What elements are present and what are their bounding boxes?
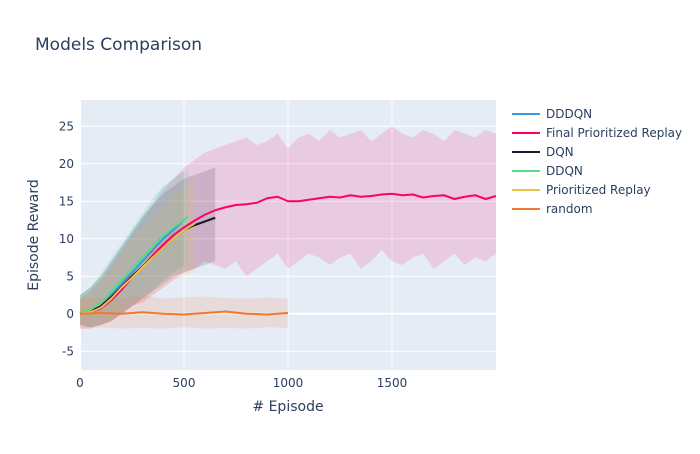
error-band-3 (80, 167, 189, 325)
legend-item-2[interactable]: DQN (512, 145, 574, 159)
error-bands (80, 126, 496, 329)
error-band-1 (80, 126, 496, 329)
legend-item-3[interactable]: DDQN (512, 164, 583, 178)
y-tick-label: 15 (59, 194, 74, 208)
series-lines (79, 192, 497, 316)
legend-label-2: DQN (546, 145, 574, 159)
legend-label-3: DDQN (546, 164, 583, 178)
legend-item-5[interactable]: random (512, 202, 593, 216)
y-tick-label: 10 (59, 232, 74, 246)
y-tick-label: 0 (66, 307, 74, 321)
x-axis-title: # Episode (252, 399, 323, 415)
error-band-4 (80, 178, 195, 328)
y-tick-label: 20 (59, 157, 74, 171)
series-line-4 (79, 222, 195, 315)
legend[interactable]: DDDQN Final Prioritized Replay DQN DDQN Prio… (512, 107, 682, 216)
legend-label-0: DDDQN (546, 107, 592, 121)
y-axis-title: Episode Reward (26, 179, 42, 291)
legend-item-1[interactable]: Final Prioritized Replay (512, 126, 682, 140)
legend-item-4[interactable]: Prioritized Replay (512, 183, 651, 197)
error-band-0 (80, 171, 184, 328)
chart-title: Models Comparison (35, 35, 202, 55)
series-line-5 (79, 310, 289, 316)
x-tick-label: 500 (173, 376, 196, 390)
y-tick-label: -5 (62, 344, 74, 358)
legend-label-1: Final Prioritized Replay (546, 126, 682, 140)
x-axis-ticks: 0 500 1000 1500 (76, 376, 407, 390)
x-tick-label: 0 (76, 376, 84, 390)
y-axis-ticks: -5 0 5 10 15 20 25 (59, 119, 74, 358)
x-tick-label: 1500 (377, 376, 408, 390)
legend-item-0[interactable]: DDDQN (512, 107, 592, 121)
legend-label-4: Prioritized Replay (546, 183, 651, 197)
series-line-3 (79, 215, 189, 314)
legend-label-5: random (546, 202, 593, 216)
y-tick-label: 25 (59, 119, 74, 133)
error-band-5 (80, 295, 288, 329)
x-tick-label: 1000 (273, 376, 304, 390)
y-tick-label: 5 (66, 269, 74, 283)
